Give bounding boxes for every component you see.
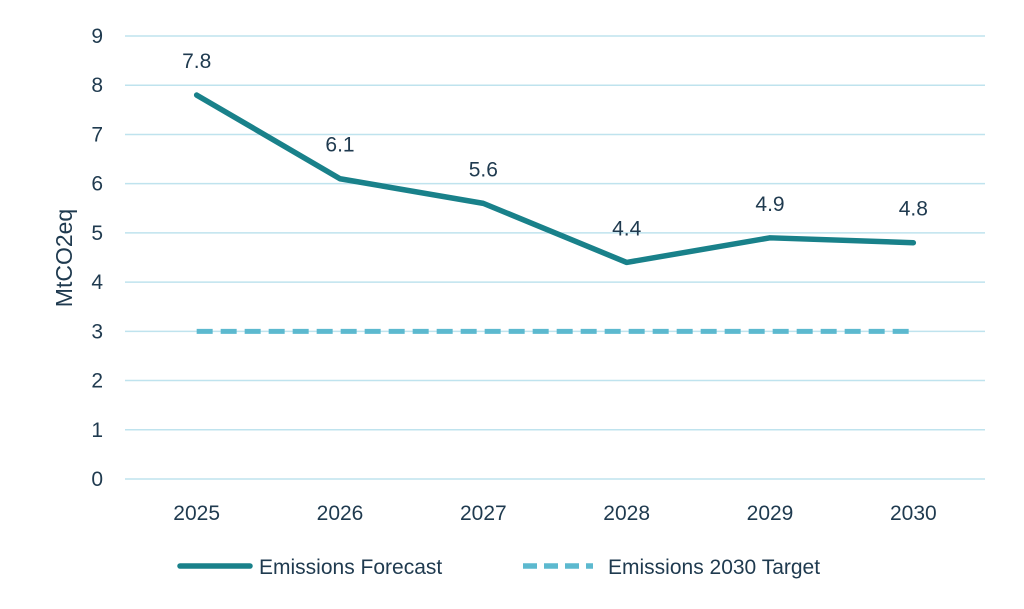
y-axis-title: MtCO2eq [51, 209, 77, 307]
data-label: 4.8 [899, 198, 928, 221]
x-tick-label: 2028 [603, 502, 650, 525]
data-label: 7.8 [182, 50, 211, 73]
y-axis-ticks: 0 1 2 3 4 5 6 7 8 9 [91, 25, 103, 491]
y-tick-label: 0 [91, 468, 103, 491]
data-label: 6.1 [325, 134, 354, 157]
x-tick-label: 2026 [317, 502, 364, 525]
legend-label-target: Emissions 2030 Target [608, 556, 820, 579]
series-line-forecast [193, 92, 917, 266]
data-label: 5.6 [469, 158, 498, 181]
y-tick-label: 7 [91, 123, 103, 146]
y-tick-label: 9 [91, 25, 103, 48]
data-label: 4.9 [755, 193, 784, 216]
legend: Emissions Forecast Emissions 2030 Target [177, 556, 820, 579]
y-tick-label: 4 [91, 271, 103, 294]
y-tick-label: 5 [91, 222, 103, 245]
data-labels: 7.8 6.1 5.6 4.4 4.9 4.8 [182, 50, 928, 240]
y-tick-label: 6 [91, 173, 103, 196]
data-label: 4.4 [612, 217, 642, 240]
y-tick-label: 1 [91, 419, 103, 442]
x-tick-label: 2029 [747, 502, 794, 525]
series [193, 92, 917, 334]
y-tick-label: 3 [91, 320, 103, 343]
legend-label-forecast: Emissions Forecast [259, 556, 442, 579]
x-axis-ticks: 2025 2026 2027 2028 2029 2030 [173, 502, 936, 525]
x-tick-label: 2027 [460, 502, 507, 525]
y-tick-label: 8 [91, 74, 103, 97]
x-tick-label: 2030 [890, 502, 937, 525]
gridlines [125, 35, 985, 480]
y-tick-label: 2 [91, 370, 103, 393]
x-tick-label: 2025 [173, 502, 220, 525]
